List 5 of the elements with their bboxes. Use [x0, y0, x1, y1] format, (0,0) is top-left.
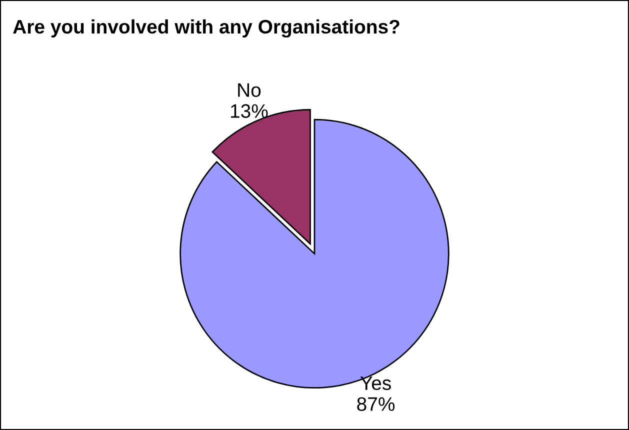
slice-label: No [238, 83, 261, 98]
data-label: 87% [357, 397, 395, 411]
data-label: 13% [230, 104, 268, 118]
chart-title: Are you involved with any Organisations? [13, 19, 400, 38]
slice-label: Yes [360, 376, 391, 390]
